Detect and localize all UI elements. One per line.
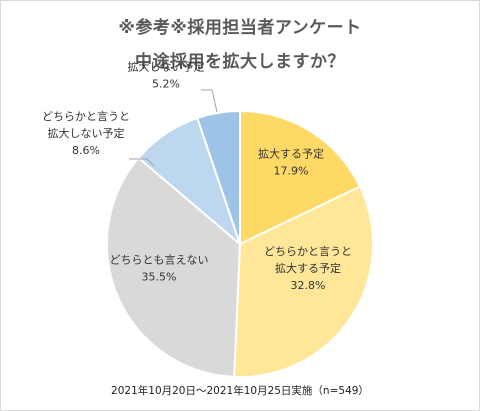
slice-category-label: 拡大しない予定 (48, 126, 125, 140)
slice-value-label: 17.9% (274, 165, 309, 178)
slice-category-label: どちらかと言うと (42, 110, 130, 123)
slice-label-3: どちらとも言えない 35.5% (110, 254, 209, 284)
pie-slice-2 (233, 185, 374, 378)
chart-footnote: 2021年10月20日～2021年10月25日実施（n=549） (111, 385, 369, 397)
chart-title-line-2: 中途採用を拡大しますか？ (135, 52, 345, 72)
chart-title-line-1: ※参考※採用担当者アンケート (118, 18, 362, 38)
slice-label-1: 拡大する予定 17.9% (258, 147, 324, 178)
leader-line-4 (129, 158, 155, 167)
slice-value-label: 5.2% (152, 78, 180, 91)
slice-category-label: どちらかと言うと (264, 245, 352, 258)
pie-slice-3 (106, 156, 242, 378)
pie-slice-1 (239, 109, 362, 246)
slice-category-label: どちらとも言えない (110, 254, 209, 267)
pie-slice-5 (196, 109, 241, 245)
slice-value-label: 32.8% (291, 279, 326, 292)
leader-line-5 (201, 89, 218, 113)
slice-label-5: 拡大しない予定 5.2% (128, 60, 205, 91)
slice-value-label: 35.5% (142, 271, 177, 284)
slice-category-label: 拡大しない予定 (128, 60, 205, 74)
slice-category-label: 拡大する予定 (275, 261, 341, 275)
slice-category-label: 拡大する予定 (258, 147, 324, 161)
slice-value-label: 8.6% (72, 144, 100, 157)
